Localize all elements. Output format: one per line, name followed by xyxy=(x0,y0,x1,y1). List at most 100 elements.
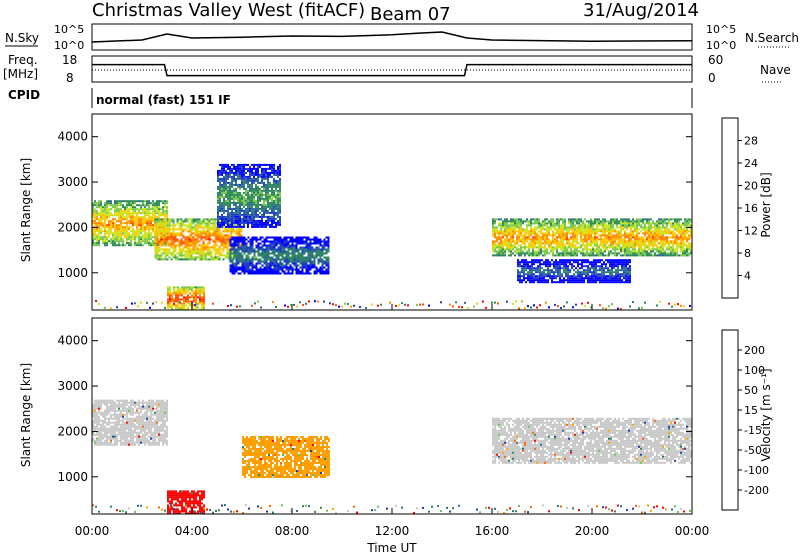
heatmap-cell xyxy=(140,222,142,225)
heatmap-cell xyxy=(614,228,616,231)
heatmap-cell xyxy=(212,222,215,225)
heatmap-cell xyxy=(156,210,158,213)
heatmap-cell xyxy=(632,248,634,251)
heatmap-cell xyxy=(130,240,132,243)
heatmap-cell xyxy=(544,224,546,227)
heatmap-cell xyxy=(535,271,537,274)
heatmap-cell xyxy=(616,242,618,245)
heatmap-cell xyxy=(532,240,534,243)
heatmap-cell xyxy=(142,230,144,233)
heatmap-cell xyxy=(684,220,686,223)
heatmap-cell xyxy=(664,236,666,239)
heatmap-cell xyxy=(604,228,606,231)
heatmap-cell xyxy=(504,228,506,231)
heatmap-cell xyxy=(243,181,245,184)
heatmap-cell xyxy=(164,232,167,235)
heatmap-cell xyxy=(227,197,229,200)
heatmap-cell xyxy=(576,230,578,233)
heatmap-cell xyxy=(114,204,116,207)
heatmap-cell xyxy=(223,163,225,166)
heatmap-cell xyxy=(537,267,539,270)
heatmap-cell xyxy=(224,228,227,231)
heatmap-cell xyxy=(548,234,550,237)
heatmap-cell xyxy=(580,240,582,243)
heatmap-cell xyxy=(263,163,265,166)
heatmap-cell xyxy=(552,230,554,233)
heatmap-cell xyxy=(678,220,680,223)
heatmap-cell xyxy=(676,248,678,251)
heatmap-cell xyxy=(249,272,252,275)
heatmap-cell xyxy=(602,220,604,223)
heatmap-cell xyxy=(245,258,248,261)
heatmap-cell xyxy=(496,238,498,241)
heatmap-cell xyxy=(638,240,640,243)
noise-tick-right-top: 10^5 xyxy=(706,23,736,36)
heatmap-cell xyxy=(273,211,275,214)
heatmap-cell xyxy=(267,262,270,265)
heatmap-cell xyxy=(138,224,140,227)
heatmap-cell xyxy=(249,169,251,172)
heatmap-cell xyxy=(638,236,640,239)
heatmap-cell xyxy=(648,230,650,233)
heatmap-cell xyxy=(510,248,512,251)
heatmap-cell xyxy=(552,254,554,257)
heatmap-cell xyxy=(94,236,96,239)
heatmap-cell xyxy=(257,270,260,273)
heatmap-cell xyxy=(632,230,634,233)
heatmap-cell xyxy=(666,248,668,251)
heatmap-cell xyxy=(287,262,290,265)
heatmap-cell xyxy=(175,298,177,301)
heatmap-cell xyxy=(106,206,108,209)
heatmap-cell xyxy=(249,240,252,243)
heatmap-cell xyxy=(253,221,255,224)
heatmap-cell xyxy=(259,254,262,257)
heatmap-cell xyxy=(271,189,273,192)
heatmap-cell xyxy=(114,214,116,217)
heatmap-cell xyxy=(98,234,100,237)
heatmap-cell xyxy=(301,252,304,255)
heatmap-cell xyxy=(253,175,255,178)
heatmap-cell xyxy=(301,240,304,243)
heatmap-cell xyxy=(225,209,227,212)
heatmap-cell xyxy=(156,216,158,219)
heatmap-cell xyxy=(218,240,221,243)
heatmap-cell xyxy=(229,169,231,172)
heatmap-cell xyxy=(299,254,302,257)
heatmap-cell xyxy=(237,260,240,263)
heatmap-cell xyxy=(634,250,636,253)
heatmap-cell xyxy=(690,246,692,249)
heatmap-cell xyxy=(674,234,676,237)
heatmap-cell xyxy=(220,232,223,235)
heatmap-cell xyxy=(628,248,630,251)
heatmap-cell xyxy=(596,252,598,255)
freq-tick-top: 18 xyxy=(62,53,77,67)
heatmap-cell xyxy=(100,220,102,223)
heatmap-cell xyxy=(140,242,142,245)
heatmap-cell xyxy=(307,242,310,245)
heatmap-cell xyxy=(203,286,205,289)
heatmap-cell xyxy=(257,258,260,261)
heatmap-cell xyxy=(223,203,225,206)
heatmap-cell xyxy=(528,252,530,255)
heatmap-cell xyxy=(223,197,225,200)
heatmap-cell xyxy=(126,240,128,243)
heatmap-cell xyxy=(253,219,255,222)
heatmap-cell xyxy=(277,238,280,241)
heatmap-cell xyxy=(634,230,636,233)
heatmap-cell xyxy=(582,230,584,233)
heatmap-cell xyxy=(283,250,286,253)
heatmap-cell xyxy=(154,214,156,217)
heatmap-cell xyxy=(156,230,159,233)
heatmap-cell xyxy=(590,242,592,245)
heatmap-cell xyxy=(208,234,211,237)
heatmap-cell xyxy=(110,212,112,215)
heatmap-cell xyxy=(598,222,600,225)
heatmap-cell xyxy=(305,244,308,247)
heatmap-cell xyxy=(315,254,318,257)
heatmap-cell xyxy=(239,201,241,204)
heatmap-cell xyxy=(217,193,219,196)
heatmap-cell xyxy=(271,207,273,210)
heatmap-cell xyxy=(299,242,302,245)
heatmap-cell xyxy=(586,220,588,223)
heatmap-cell xyxy=(606,240,608,243)
